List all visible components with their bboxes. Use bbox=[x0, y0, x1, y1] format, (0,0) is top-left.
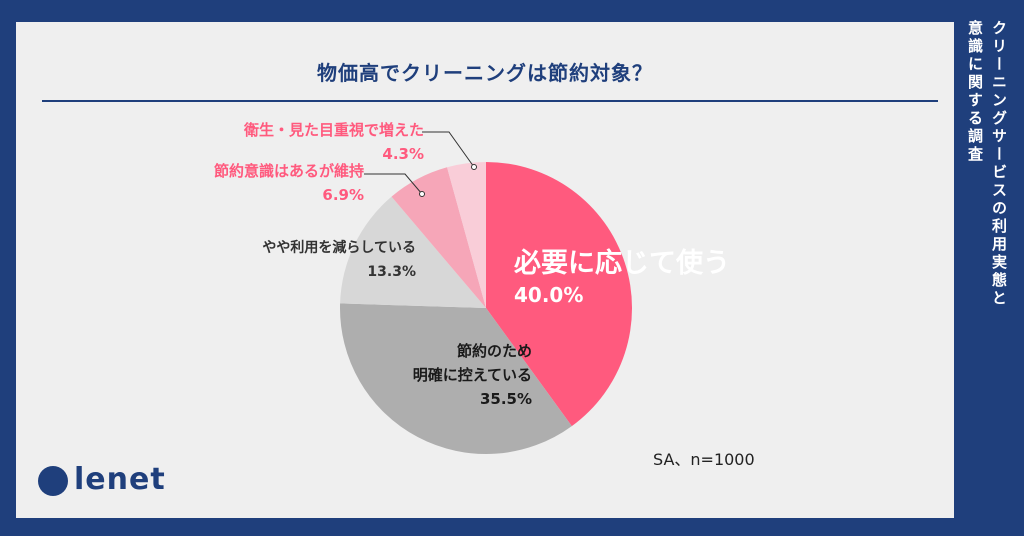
slice-value-label: 4.3% bbox=[382, 145, 424, 163]
leader-line bbox=[364, 173, 423, 195]
slice-value-label: 6.9% bbox=[322, 186, 364, 204]
pie-slice bbox=[340, 196, 486, 308]
slice-value-label: 40.0% bbox=[514, 283, 583, 307]
title-divider bbox=[42, 100, 938, 102]
pie-slice bbox=[391, 167, 486, 308]
pie-slice bbox=[447, 162, 486, 308]
pie-slice bbox=[486, 162, 633, 427]
slice-label: 節約意識はあるが維持 bbox=[214, 162, 364, 180]
pie-slice bbox=[339, 303, 572, 455]
slice-value-label: 35.5% bbox=[480, 390, 532, 408]
leader-dot bbox=[419, 191, 425, 197]
leader-dot bbox=[471, 164, 477, 170]
slice-label: やや利用を減らしている bbox=[262, 239, 416, 256]
slice-label: 必要に応じて使う bbox=[514, 247, 730, 279]
logo-mark-icon bbox=[38, 466, 68, 496]
side-title-line-2: 意識に関する調査 bbox=[966, 20, 984, 164]
side-title-line-1: クリーニングサービスの利用実態と bbox=[990, 20, 1008, 308]
slice-label: 節約のため bbox=[457, 342, 532, 360]
slice-value-label: 13.3% bbox=[367, 264, 416, 280]
chart-card: 物価高でクリーニングは節約対象？ 必要に応じて使う 40.0% 節約のため明確に控え… bbox=[16, 22, 954, 518]
slice-label: 衛生・見た目重視で増えた bbox=[243, 121, 424, 139]
chart-title: 物価高でクリーニングは節約対象？ bbox=[317, 61, 653, 85]
leader-line bbox=[422, 131, 475, 168]
sample-note: SA、n=1000 bbox=[653, 450, 755, 469]
slice-label: 明確に控えている bbox=[413, 366, 532, 384]
logo-text: lenet bbox=[74, 462, 166, 497]
